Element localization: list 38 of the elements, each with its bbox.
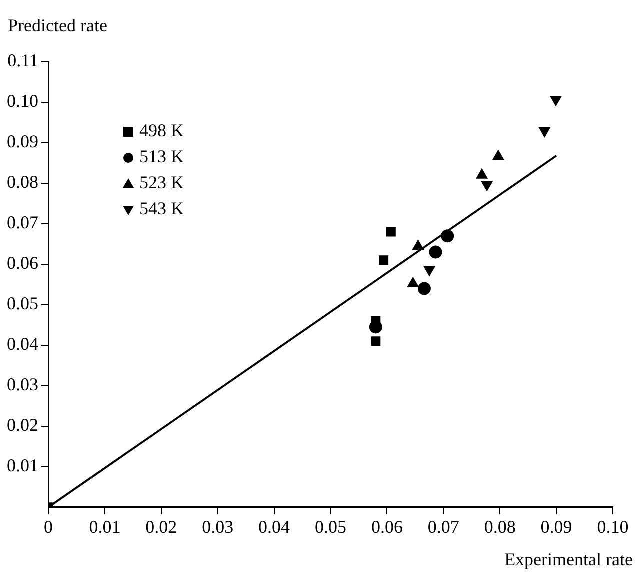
y-tick-label: 0.02: [7, 415, 38, 436]
y-tick-label: 0.07: [7, 212, 38, 233]
y-tick-label: 0.11: [8, 50, 38, 71]
point: [441, 230, 454, 243]
x-tick-label: 0.07: [428, 516, 460, 537]
y-tick-label: 0.03: [7, 374, 38, 395]
x-tick-label: 0.03: [202, 516, 234, 537]
legend-label: 523 K: [140, 172, 184, 193]
point: [371, 336, 381, 346]
x-tick-label: 0.10: [597, 516, 629, 537]
y-tick-label: 0.09: [7, 132, 38, 152]
x-tick-label: 0.09: [540, 516, 572, 537]
legend-label: 513 K: [140, 146, 184, 167]
x-tick-label: 0.02: [146, 516, 178, 537]
point: [429, 246, 442, 259]
x-tick-label: 0.08: [484, 516, 516, 537]
point: [550, 96, 562, 106]
point: [481, 181, 493, 192]
point: [379, 256, 389, 266]
y-axis-title: Predicted rate: [8, 16, 108, 36]
y-tick-label: 0.08: [7, 172, 38, 192]
x-axis-title: Experimental rate: [504, 550, 634, 570]
x-tick-label: 0.06: [371, 516, 403, 537]
x-tick-label: 0.01: [89, 516, 121, 537]
y-tick-label: 0.05: [7, 294, 38, 314]
y-tick-label: 0.10: [7, 91, 38, 112]
legend-label: 543 K: [140, 198, 184, 219]
y-tick-label: 0.06: [7, 253, 38, 274]
x-tick-label: 0: [44, 516, 53, 537]
legend-label: 498 K: [140, 120, 184, 141]
y-tick-label: 0.04: [7, 334, 38, 354]
point: [539, 127, 550, 138]
point: [418, 282, 431, 296]
x-tick-label: 0.04: [258, 516, 290, 537]
x-tick-label: 0.05: [315, 516, 346, 537]
y-tick-label: 0.01: [7, 456, 38, 476]
point: [386, 227, 396, 237]
point: [424, 266, 436, 276]
